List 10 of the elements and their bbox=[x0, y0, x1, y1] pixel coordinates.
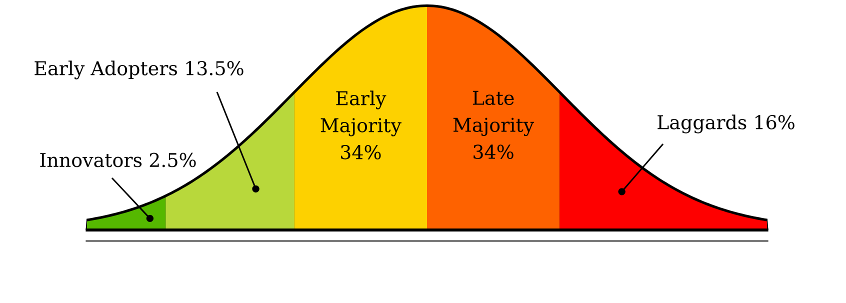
data-label: 2.5% bbox=[150, 152, 196, 168]
data-label: 34% bbox=[474, 144, 514, 160]
category-label: Innovators bbox=[40, 153, 142, 168]
data-label: 16% bbox=[756, 115, 794, 130]
category-label: Late Majority bbox=[453, 90, 534, 136]
data-label: 13.5% bbox=[186, 60, 244, 76]
category-label: Laggards bbox=[658, 114, 746, 134]
category-label: Early Adopters bbox=[34, 60, 177, 80]
category-label: Early Majority bbox=[320, 90, 402, 136]
data-label: 34% bbox=[341, 144, 381, 160]
